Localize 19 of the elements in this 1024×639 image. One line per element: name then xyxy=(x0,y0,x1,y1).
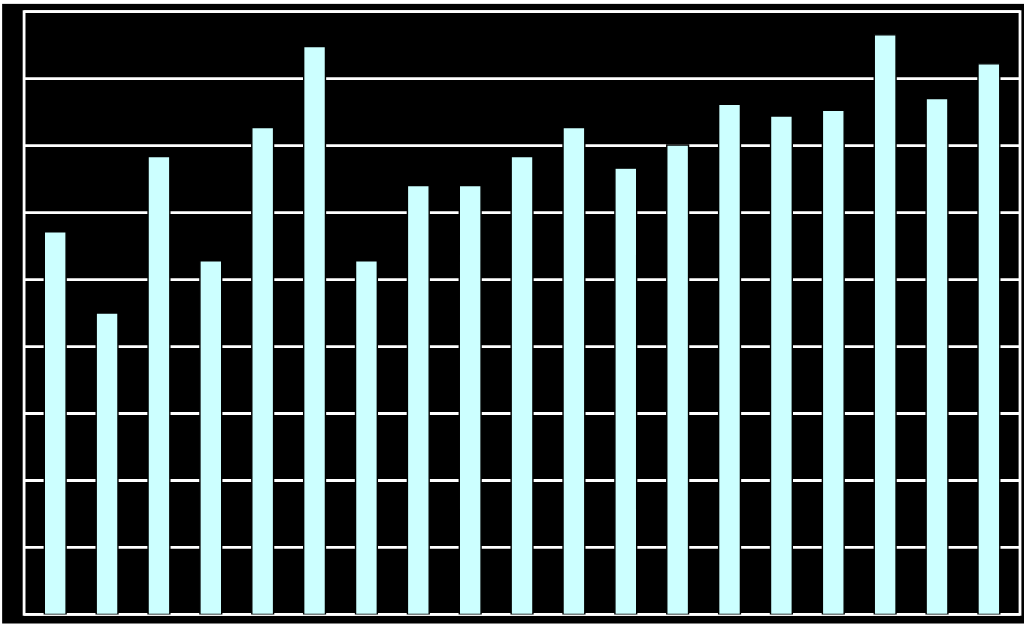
bar xyxy=(354,260,379,615)
bar xyxy=(95,312,119,615)
bar xyxy=(251,127,275,615)
bar xyxy=(510,156,534,615)
bar xyxy=(873,34,897,615)
bar xyxy=(614,167,638,615)
bar xyxy=(302,46,327,615)
bar xyxy=(147,156,171,615)
bar xyxy=(562,127,586,615)
bar xyxy=(406,185,430,615)
bar xyxy=(925,98,949,615)
bar xyxy=(821,109,845,615)
bar xyxy=(43,231,67,615)
bar xyxy=(977,63,1001,615)
bar xyxy=(666,144,690,615)
bar xyxy=(458,185,482,615)
bar xyxy=(199,260,223,615)
bar xyxy=(717,103,742,615)
bar xyxy=(769,115,793,615)
